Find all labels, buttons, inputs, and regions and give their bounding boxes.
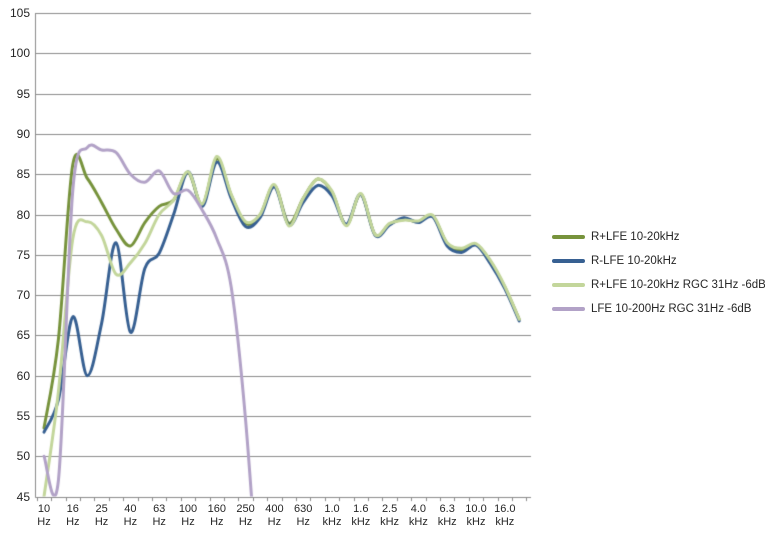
x-axis-tick-label: 250 Hz — [236, 503, 255, 528]
legend-label: LFE 10-200Hz RGC 31Hz -6dB — [591, 303, 752, 315]
x-axis-tick-label: 400 Hz — [265, 503, 284, 528]
x-axis-tick-label: 16.0 kHz — [494, 503, 516, 528]
x-axis-tick-label: 100 Hz — [178, 503, 198, 528]
y-axis-tick-label: 80 — [16, 207, 30, 222]
legend-item: LFE 10-200Hz RGC 31Hz -6dB — [552, 301, 751, 317]
x-axis-tick-label: 630 Hz — [294, 503, 313, 528]
y-axis-tick-label: 50 — [16, 449, 30, 464]
legend-line-swatch — [552, 307, 585, 311]
legend-item: R+LFE 10-20kHz RGC 31Hz -6dB — [552, 277, 765, 293]
y-axis-tick-label: 105 — [9, 6, 30, 20]
y-axis-tick-label: 65 — [16, 328, 30, 343]
y-axis-tick-label: 45 — [16, 489, 30, 504]
legend-item: R-LFE 10-20kHz — [552, 253, 677, 269]
x-axis-tick-label: 2.5 kHz — [380, 503, 400, 528]
legend-line-swatch — [552, 235, 585, 239]
x-axis-tick-label: 160 Hz — [207, 503, 226, 528]
legend-label: R+LFE 10-20kHz RGC 31Hz -6dB — [591, 279, 765, 291]
legend-line-swatch — [552, 259, 585, 263]
y-axis-tick-label: 90 — [16, 126, 30, 141]
legend-label: R+LFE 10-20kHz — [591, 231, 680, 243]
x-axis-tick-label: 10 Hz — [37, 503, 51, 528]
y-axis-tick-label: 100 — [9, 46, 30, 61]
x-axis-tick-label: 63 Hz — [152, 503, 166, 528]
x-axis-tick-label: 10.0 kHz — [465, 503, 487, 528]
y-axis-tick-label: 95 — [16, 86, 30, 101]
y-axis-tick-label: 70 — [16, 288, 30, 303]
x-axis-tick-label: 1.6 kHz — [351, 503, 371, 528]
x-axis-tick-label: 1.0 kHz — [322, 503, 342, 528]
y-axis-tick-label: 55 — [16, 409, 30, 423]
x-axis-tick-label: 16 Hz — [66, 503, 80, 528]
x-axis-tick-label: 25 Hz — [94, 503, 109, 528]
legend-label: R-LFE 10-20kHz — [591, 255, 677, 267]
y-axis-tick-label: 60 — [16, 368, 30, 383]
y-axis-tick-label: 85 — [16, 167, 30, 182]
legend-item: R+LFE 10-20kHz — [552, 229, 680, 245]
y-axis-tick-label: 75 — [16, 247, 30, 262]
x-axis-tick-label: 40 Hz — [123, 503, 138, 528]
x-axis-tick-label: 6.3 kHz — [437, 503, 457, 528]
legend-line-swatch — [552, 283, 585, 287]
x-axis-tick-label: 4.0 kHz — [408, 503, 428, 528]
